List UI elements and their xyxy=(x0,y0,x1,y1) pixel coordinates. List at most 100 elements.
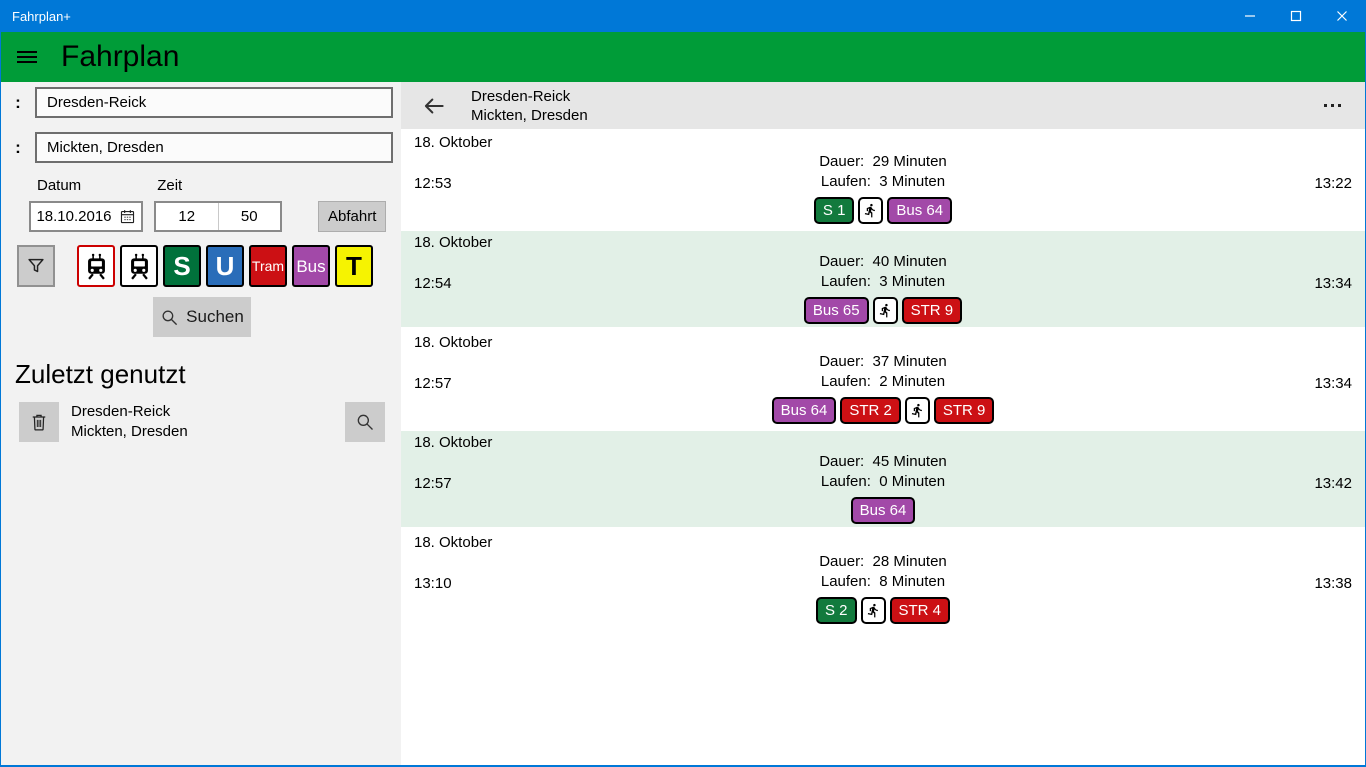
toggle-ubahn[interactable]: U xyxy=(206,245,244,287)
journey-date: 18. Oktober xyxy=(414,534,493,551)
walk-icon xyxy=(865,203,876,218)
journey-date: 18. Oktober xyxy=(414,434,493,451)
delete-recent-button[interactable] xyxy=(19,402,59,442)
recent-heading: Zuletzt genutzt xyxy=(15,359,186,389)
transit-line-badge: Bus 64 xyxy=(850,497,916,524)
app-header: Fahrplan xyxy=(1,32,1365,82)
to-input[interactable] xyxy=(35,132,393,163)
maximize-button[interactable] xyxy=(1273,0,1319,32)
minimize-button[interactable] xyxy=(1227,0,1273,32)
toggle-tram[interactable]: Tram xyxy=(249,245,287,287)
walk-badge xyxy=(872,297,898,324)
route-from: Dresden-Reick xyxy=(471,87,571,105)
window-title: Fahrplan+ xyxy=(12,8,71,24)
depart-time: 12:54 xyxy=(414,275,452,292)
train-icon xyxy=(87,253,105,280)
close-icon xyxy=(1337,11,1347,21)
minimize-icon xyxy=(1245,15,1255,17)
transport-toggles: S U Tram Bus T xyxy=(77,245,373,287)
walk-text: Laufen: 3 Minuten xyxy=(820,173,946,190)
more-button[interactable] xyxy=(1318,98,1347,113)
transit-line-badge: Bus 64 xyxy=(887,197,953,224)
transit-line-badge: STR 9 xyxy=(901,297,963,324)
walk-icon xyxy=(911,403,922,418)
duration-text: Dauer: 45 Minuten xyxy=(819,453,947,470)
search-recent-button[interactable] xyxy=(345,402,385,442)
arrive-time: 13:34 xyxy=(1314,275,1352,292)
legs-row: S 2 STR 4 xyxy=(414,597,1352,624)
time-label: Zeit xyxy=(157,177,183,194)
search-button[interactable]: Suchen xyxy=(153,297,251,337)
arrive-time: 13:38 xyxy=(1314,575,1352,592)
titlebar: Fahrplan+ xyxy=(1,0,1365,32)
recent-item[interactable]: Dresden-Reick Mickten, Dresden xyxy=(19,402,385,442)
arrive-time: 13:22 xyxy=(1314,175,1352,192)
toggle-sbahn[interactable]: S xyxy=(163,245,201,287)
legs-row: Bus 64 xyxy=(414,497,1352,524)
legs-row: Bus 65 STR 9 xyxy=(414,297,1352,324)
journey-row[interactable]: 18. Oktober 13:10 Dauer: 28 Minuten Lauf… xyxy=(401,529,1365,629)
toggle-train-regional[interactable] xyxy=(120,245,158,287)
maximize-icon xyxy=(1290,10,1302,22)
recent-list: Dresden-Reick Mickten, Dresden xyxy=(1,402,401,442)
depart-time: 13:10 xyxy=(414,575,452,592)
transit-line-badge: Bus 65 xyxy=(803,297,869,324)
walk-icon xyxy=(867,603,878,618)
from-input[interactable] xyxy=(35,87,393,118)
date-value: 18.10.2016 xyxy=(36,208,112,225)
journey-date: 18. Oktober xyxy=(414,234,493,251)
back-arrow-icon xyxy=(424,98,444,113)
arrive-time: 13:42 xyxy=(1314,475,1352,492)
date-label: Datum xyxy=(37,177,82,194)
recent-to: Mickten, Dresden xyxy=(71,423,188,440)
duration-text: Dauer: 37 Minuten xyxy=(819,353,947,370)
trash-icon xyxy=(32,414,46,431)
route-to: Mickten, Dresden xyxy=(471,106,588,124)
walk-badge xyxy=(860,597,886,624)
walk-text: Laufen: 0 Minuten xyxy=(820,473,946,490)
toggle-train-intercity[interactable] xyxy=(77,245,115,287)
departure-mode-button[interactable]: Abfahrt xyxy=(318,201,387,232)
train-icon xyxy=(130,253,148,280)
walk-badge xyxy=(858,197,884,224)
journey-date: 18. Oktober xyxy=(414,134,493,151)
calendar-icon xyxy=(120,210,134,224)
filter-icon xyxy=(28,258,44,273)
journey-list: 18. Oktober 12:53 Dauer: 29 Minuten Lauf… xyxy=(401,129,1365,629)
depart-time: 12:57 xyxy=(414,475,452,492)
depart-time: 12:57 xyxy=(414,375,452,392)
journey-row[interactable]: 18. Oktober 12:57 Dauer: 45 Minuten Lauf… xyxy=(401,429,1365,529)
back-button[interactable] xyxy=(421,93,447,119)
legs-row: Bus 64 STR 2 STR 9 xyxy=(414,397,1352,424)
journey-row[interactable]: 18. Oktober 12:54 Dauer: 40 Minuten Lauf… xyxy=(401,229,1365,329)
toggle-bus[interactable]: Bus xyxy=(292,245,330,287)
hour-field[interactable]: 12 xyxy=(178,208,196,225)
walk-text: Laufen: 3 Minuten xyxy=(820,273,946,290)
toggle-taxi[interactable]: T xyxy=(335,245,373,287)
recent-from: Dresden-Reick xyxy=(71,403,171,420)
date-picker[interactable]: 18.10.2016 xyxy=(29,201,143,232)
legs-row: S 1 Bus 64 xyxy=(414,197,1352,224)
minute-field[interactable]: 50 xyxy=(217,203,281,230)
search-icon xyxy=(162,309,178,325)
window-controls xyxy=(1227,0,1365,32)
walk-text: Laufen: 2 Minuten xyxy=(820,373,946,390)
journey-row[interactable]: 18. Oktober 12:57 Dauer: 37 Minuten Lauf… xyxy=(401,329,1365,429)
depart-time: 12:53 xyxy=(414,175,452,192)
journey-date: 18. Oktober xyxy=(414,334,493,351)
close-button[interactable] xyxy=(1319,0,1365,32)
duration-text: Dauer: 29 Minuten xyxy=(819,153,947,170)
hamburger-menu-icon[interactable] xyxy=(15,44,45,70)
to-location-marker-icon: : xyxy=(15,138,21,157)
arrive-time: 13:34 xyxy=(1314,375,1352,392)
transit-line-badge: Bus 64 xyxy=(771,397,837,424)
journey-row[interactable]: 18. Oktober 12:53 Dauer: 29 Minuten Lauf… xyxy=(401,129,1365,229)
ellipsis-icon xyxy=(1324,104,1327,107)
duration-text: Dauer: 40 Minuten xyxy=(819,253,947,270)
results-header: Dresden-Reick Mickten, Dresden xyxy=(401,82,1365,129)
search-icon xyxy=(357,414,373,430)
time-picker: 12 50 xyxy=(154,201,282,232)
filter-button[interactable] xyxy=(17,245,55,287)
walk-text: Laufen: 8 Minuten xyxy=(820,573,946,590)
